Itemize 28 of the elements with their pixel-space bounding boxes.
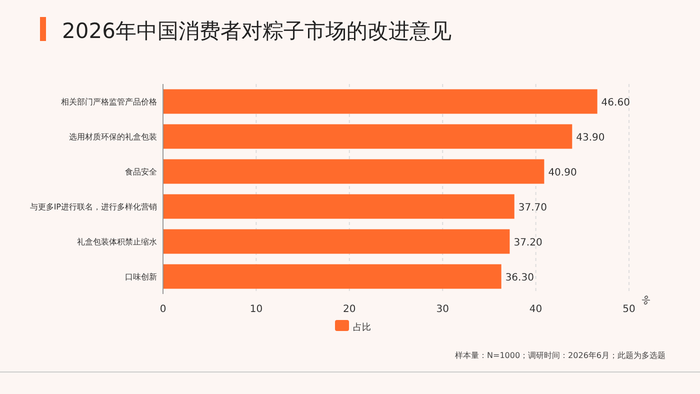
bar — [163, 124, 572, 149]
y-tick-label: 选用材质环保的礼盒包装 — [69, 132, 157, 142]
data-label: 43.90 — [576, 132, 605, 144]
y-tick-label: 礼盒包装体积禁止缩水 — [77, 238, 157, 246]
data-label: 46.60 — [601, 98, 630, 108]
bar — [163, 194, 514, 219]
data-label: 37.20 — [514, 238, 542, 248]
bar — [163, 89, 598, 114]
x-axis-title: % — [638, 294, 652, 308]
x-tick-label: 50 — [622, 304, 636, 315]
x-tick-label: 20 — [343, 304, 356, 315]
bar — [163, 229, 510, 254]
text: 样本量：N=1000；调研时间：2026年6月；此题为多选题 — [455, 351, 666, 360]
x-tick-label: 40 — [529, 304, 542, 315]
x-tick-label: 30 — [436, 304, 449, 315]
bar — [163, 159, 544, 184]
data-label: 40.90 — [548, 168, 577, 178]
legend-label: 占比 — [353, 322, 371, 333]
data-label: 36.30 — [505, 272, 534, 284]
y-tick-label: 与更多IP进行联名，进行多样化营销 — [30, 202, 157, 212]
y-tick-label: 食品安全 — [125, 168, 157, 176]
y-tick-label: 相关部门严格监管产品价格 — [61, 98, 157, 106]
y-tick-label: 口味创新 — [125, 272, 157, 282]
x-tick-label: 0 — [160, 304, 166, 315]
chart-title: 2026年中国消费者对粽子市场的改进意见 — [62, 19, 452, 43]
x-tick-label: 10 — [250, 304, 263, 315]
bar — [163, 264, 502, 289]
data-label: 37.70 — [518, 202, 548, 214]
